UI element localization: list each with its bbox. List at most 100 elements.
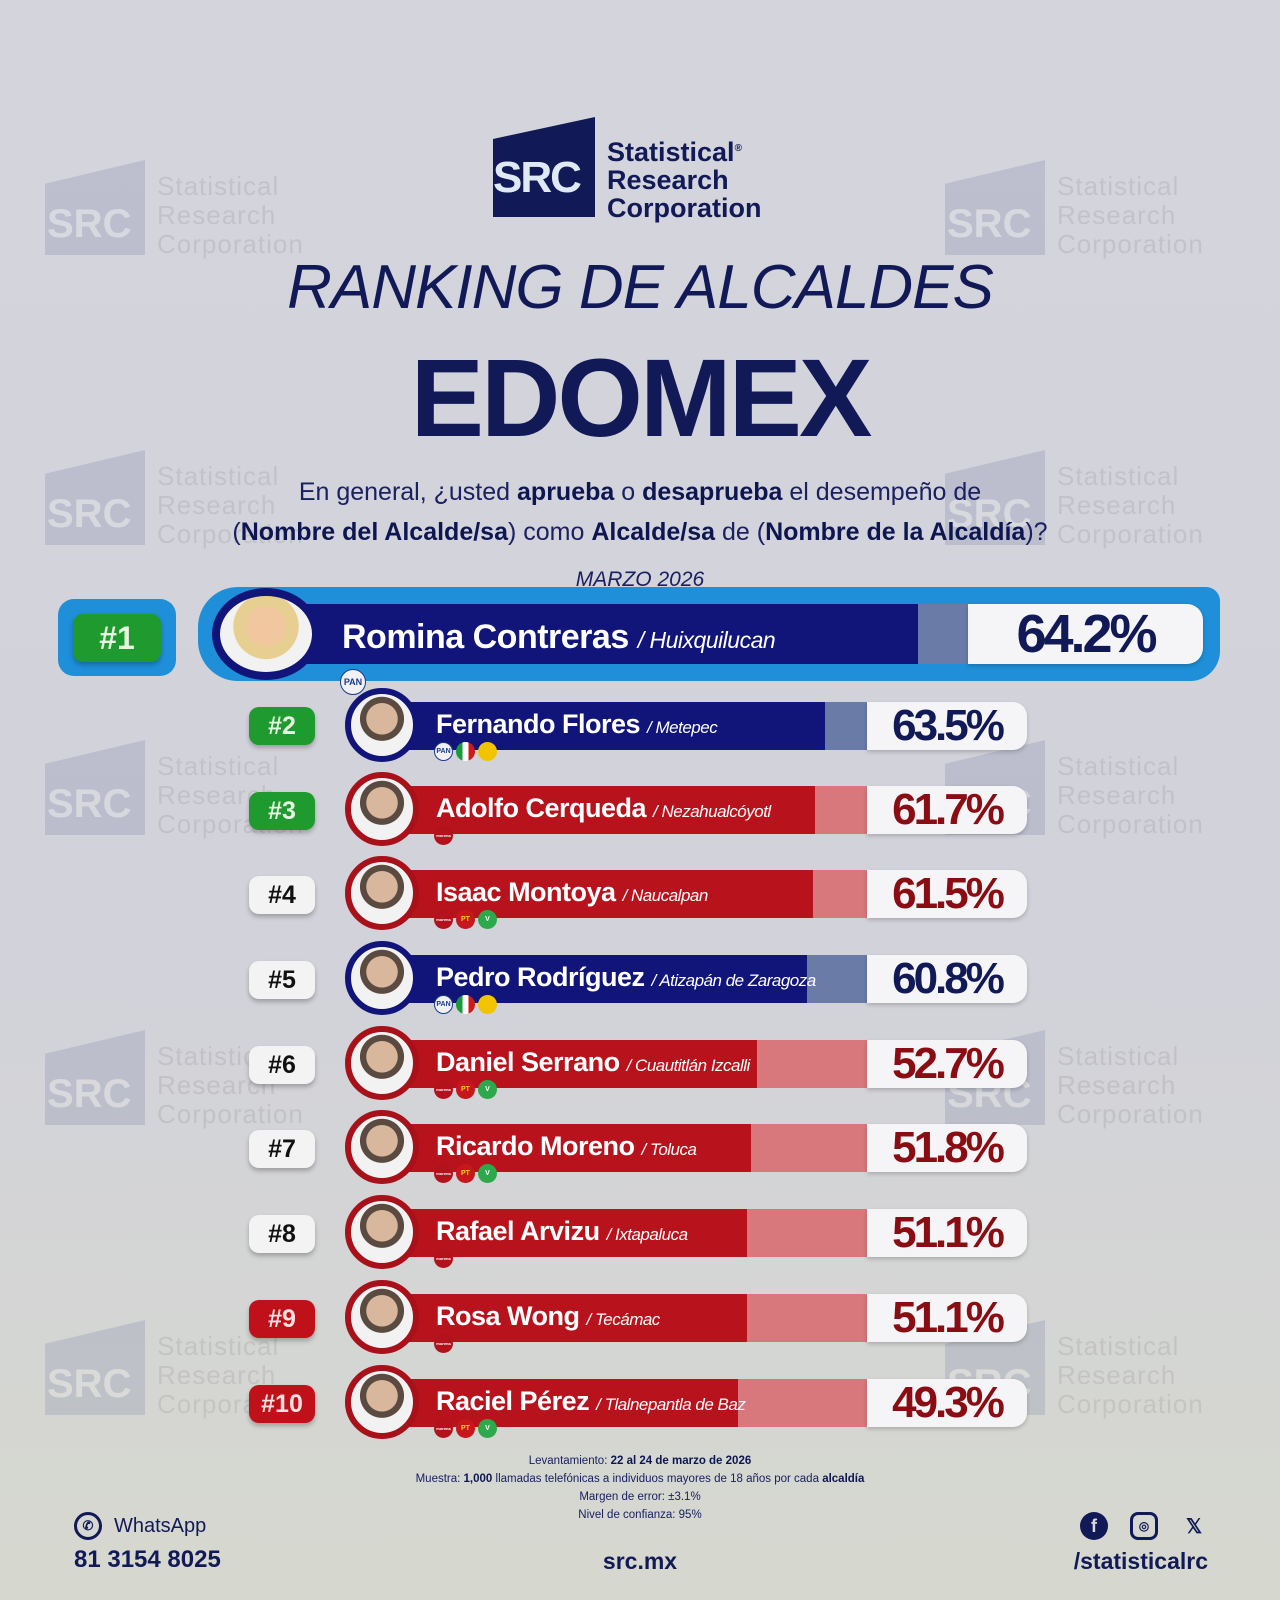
party-logos: PAN — [340, 669, 366, 695]
survey-period: MARZO 2026 — [575, 568, 705, 591]
morena-logo-icon: morena — [434, 1334, 453, 1353]
x-icon[interactable]: 𝕏 — [1185, 1515, 1203, 1538]
whatsapp-icon: ✆ — [74, 1512, 102, 1540]
rank-badge: #6 — [249, 1046, 315, 1084]
rank-badge: #2 — [249, 707, 315, 745]
avatar — [345, 1280, 419, 1354]
facebook-icon[interactable]: f — [1080, 1512, 1108, 1540]
prd-logo-icon — [478, 995, 497, 1014]
rank-badge: #10 — [249, 1385, 315, 1423]
value-label: 64.2% — [968, 604, 1203, 664]
avatar — [345, 1110, 419, 1184]
rank-badge: #8 — [249, 1215, 315, 1253]
website-link[interactable]: src.mx — [602, 1548, 678, 1574]
avatar — [212, 588, 320, 680]
party-logos: PAN — [434, 995, 497, 1014]
pt-logo-icon: PT — [456, 910, 475, 929]
pt-logo-icon: PT — [456, 1080, 475, 1099]
avatar — [345, 688, 419, 762]
bar-track — [738, 1379, 867, 1427]
morena-logo-icon: morena — [434, 910, 453, 929]
rank-badge: #5 — [249, 961, 315, 999]
avatar — [345, 856, 419, 930]
pt-logo-icon: PT — [456, 1419, 475, 1438]
bar-track — [757, 1040, 867, 1088]
whatsapp-contact[interactable]: ✆ WhatsApp 81 3154 8025 — [74, 1512, 221, 1574]
avatar — [345, 1365, 419, 1439]
bar-track — [825, 702, 867, 750]
fieldwork-dates: Levantamiento: 22 al 24 de marzo de 2026 — [528, 1455, 752, 1467]
social-handle[interactable]: /statisticalrc — [1073, 1548, 1208, 1574]
morena-logo-icon: morena — [434, 1164, 453, 1183]
bar-track — [815, 786, 867, 834]
pan-logo-icon: PAN — [434, 742, 453, 761]
bar-fill — [370, 1040, 757, 1088]
rank-badge: #9 — [249, 1300, 315, 1338]
page-title: EDOMEX — [410, 337, 873, 460]
pri-logo-icon — [456, 742, 475, 761]
bar-track — [747, 1209, 867, 1257]
rank-badge: #4 — [249, 876, 315, 914]
rank-badge: #7 — [249, 1130, 315, 1168]
value-label: 61.7% — [867, 785, 1027, 834]
mayor-name: Romina Contreras / Huixquilucan — [342, 618, 776, 656]
instagram-icon[interactable]: ◎ — [1130, 1512, 1158, 1540]
value-label: 51.8% — [867, 1123, 1027, 1172]
value-label: 60.8% — [867, 954, 1027, 1003]
pan-logo-icon: PAN — [434, 995, 453, 1014]
value-label: 51.1% — [867, 1293, 1027, 1342]
value-label: 52.7% — [867, 1039, 1027, 1088]
bar-fill — [370, 1124, 751, 1172]
logo-wordmark: Statistical® Research Corporation — [607, 137, 762, 223]
social-links: f ◎ 𝕏 /statisticalrc — [1074, 1512, 1208, 1575]
bar-fill — [370, 1379, 738, 1427]
party-logos: morena PT V — [434, 1080, 497, 1099]
bar-track — [747, 1294, 867, 1342]
mayor-name: Rosa Wong / Tecámac — [436, 1301, 660, 1331]
pan-logo-icon: PAN — [340, 669, 366, 695]
mayor-name: Isaac Montoya / Naucalpan — [436, 877, 708, 907]
avatar — [345, 1026, 419, 1100]
party-logos: morena PT V — [434, 1419, 497, 1438]
src-logo: SRC Statistical® Research Corporation — [493, 117, 762, 222]
bar-fill — [370, 1209, 747, 1257]
party-logos: morena — [434, 826, 453, 845]
value-label: 63.5% — [867, 701, 1027, 750]
mayor-name: Adolfo Cerqueda / Nezahualcóyotl — [436, 793, 771, 823]
bar-track — [751, 1124, 867, 1172]
margin-of-error: Margen de error: ±3.1% — [579, 1491, 701, 1503]
pvem-logo-icon: V — [478, 1080, 497, 1099]
whatsapp-number[interactable]: 81 3154 8025 — [74, 1546, 221, 1573]
morena-logo-icon: morena — [434, 826, 453, 845]
bar-fill — [300, 604, 918, 664]
bar-fill — [370, 1294, 747, 1342]
whatsapp-label: WhatsApp — [114, 1514, 207, 1537]
mayor-name: Fernando Flores / Metepec — [436, 709, 718, 739]
mayor-name: Daniel Serrano / Cuautitlán Izcalli — [436, 1047, 750, 1077]
rank-badge: #3 — [249, 792, 315, 830]
avatar — [345, 1195, 419, 1269]
value-label: 51.1% — [867, 1208, 1027, 1257]
bar-track — [813, 870, 867, 918]
party-logos: morena PT V — [434, 910, 497, 929]
methodology-notes: Levantamiento: 22 al 24 de marzo de 2026… — [0, 1452, 1280, 1524]
value-label: 49.3% — [867, 1378, 1027, 1427]
morena-logo-icon: morena — [434, 1080, 453, 1099]
value-label: 61.5% — [867, 869, 1027, 918]
morena-logo-icon: morena — [434, 1249, 453, 1268]
mayor-name: Ricardo Moreno / Toluca — [436, 1131, 697, 1161]
pri-logo-icon — [456, 995, 475, 1014]
mayor-name: Raciel Pérez / Tlalnepantla de Baz — [436, 1386, 746, 1416]
party-logos: morena — [434, 1334, 453, 1353]
pvem-logo-icon: V — [478, 1164, 497, 1183]
bar-track — [918, 604, 968, 664]
mayor-name: Rafael Arvizu / Ixtapaluca — [436, 1216, 688, 1246]
logo-mark: SRC — [493, 117, 595, 217]
prd-logo-icon — [478, 742, 497, 761]
party-logos: morena — [434, 1249, 453, 1268]
morena-logo-icon: morena — [434, 1419, 453, 1438]
survey-question: En general, ¿usted aprueba o desaprueba … — [232, 478, 1048, 546]
party-logos: PAN — [434, 742, 497, 761]
